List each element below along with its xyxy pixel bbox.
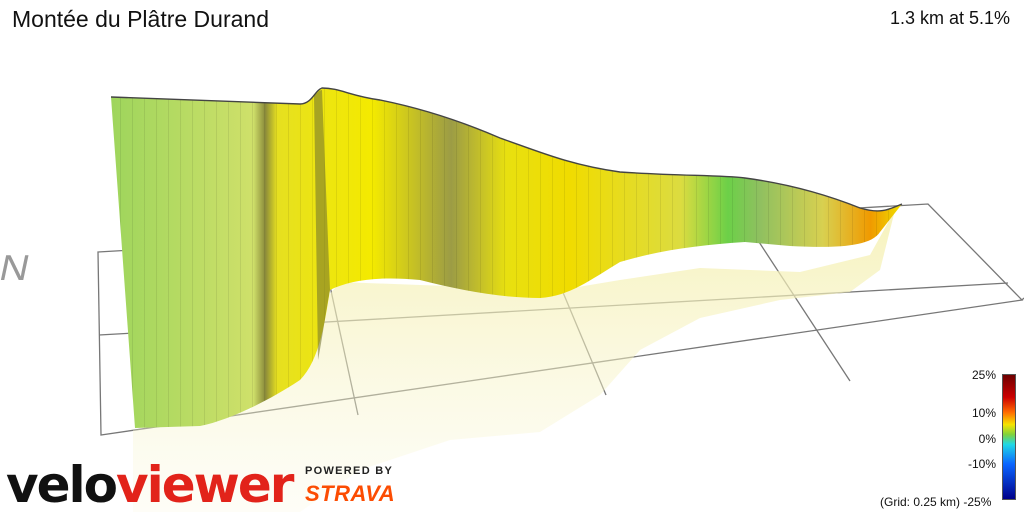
logo-velo-text: velo — [6, 456, 118, 514]
legend-tick-10: 10% — [971, 406, 996, 420]
legend-tick-0: 0% — [978, 432, 996, 446]
legend-tick-neg10: -10% — [967, 457, 996, 471]
powered-by-strava[interactable]: POWERED BY STRAVA — [305, 466, 395, 505]
powered-by-label: POWERED BY — [305, 465, 394, 477]
profile-shadow — [133, 210, 895, 512]
logo-viewer-text: viewer — [116, 456, 294, 514]
legend-tick-25: 25% — [971, 368, 996, 382]
profile-wall-stripes — [111, 88, 902, 428]
profile-outline — [110, 87, 903, 212]
strava-logo: STRAVA — [305, 481, 396, 506]
gradient-legend-bar — [1002, 374, 1016, 500]
grid-scale-note: (Grid: 0.25 km) -25% — [880, 495, 992, 509]
segment-stats: 1.3 km at 5.1% — [889, 8, 1010, 28]
veloviewer-logo[interactable]: velo viewer — [6, 450, 294, 514]
profile-crease — [314, 90, 330, 360]
segment-title: Montée du Plâtre Durand — [12, 6, 269, 32]
legend-tick-neg25: -25% — [963, 495, 992, 509]
